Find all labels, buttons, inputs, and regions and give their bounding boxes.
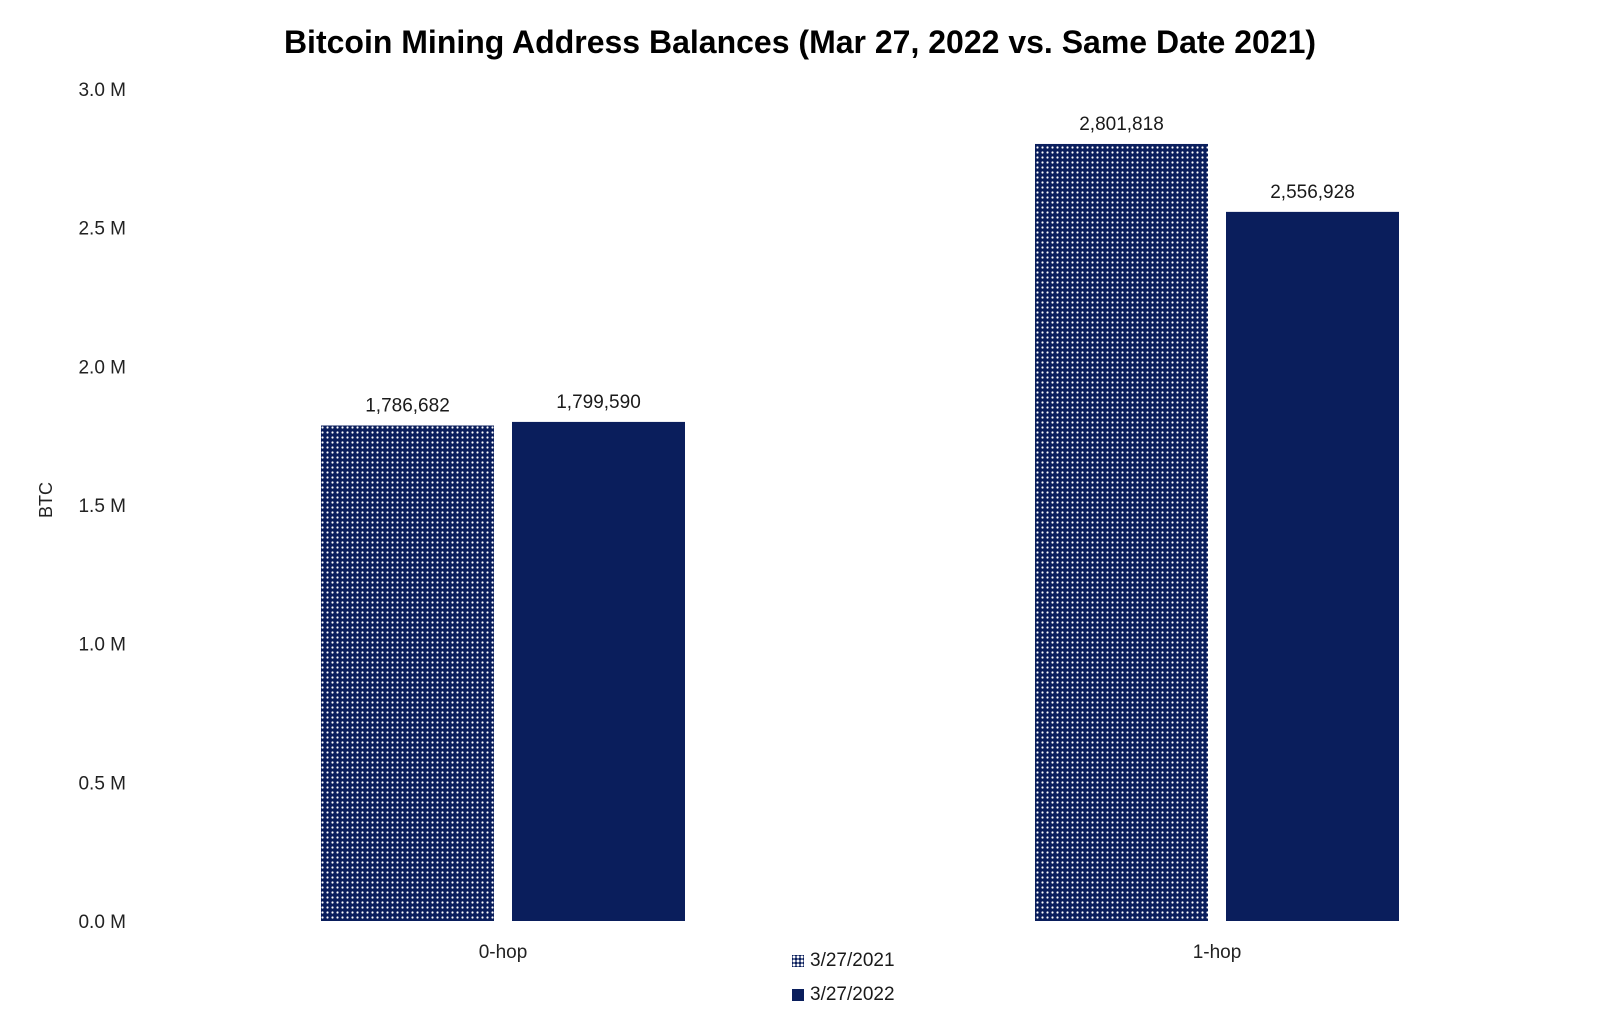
data-label: 2,801,818 [1079, 114, 1164, 135]
x-category-label: 1-hop [1193, 942, 1242, 963]
data-label: 1,786,682 [365, 395, 450, 416]
legend-item-2021: 3/27/2021 [792, 944, 895, 978]
legend-item-2022: 3/27/2022 [792, 978, 895, 1012]
data-labels: 1,786,682 1,799,590 2,801,818 2,556,928 [365, 114, 1355, 417]
y-tick-label: 1.5 M [78, 496, 126, 517]
bar-1-hop-3/27/2021 [1035, 143, 1208, 922]
bars [321, 143, 1399, 922]
data-label: 2,556,928 [1270, 182, 1355, 203]
legend-label: 3/27/2022 [810, 984, 895, 1005]
data-label: 1,799,590 [556, 392, 641, 413]
bar-0-hop-3/27/2021 [321, 425, 494, 921]
y-tick-label: 0.0 M [78, 912, 126, 933]
legend-swatch-solid [792, 989, 804, 1001]
y-tick-label: 2.5 M [78, 219, 126, 240]
legend: 3/27/2021 3/27/2022 [792, 944, 895, 1012]
bar-1-hop-3/27/2022 [1226, 211, 1399, 921]
x-category-label: 0-hop [479, 942, 528, 963]
y-tick-label: 3.0 M [78, 80, 126, 101]
chart-title: Bitcoin Mining Address Balances (Mar 27,… [283, 24, 1317, 60]
category-labels: 0-hop 1-hop [479, 942, 1242, 963]
y-tick-label: 0.5 M [78, 773, 126, 794]
y-axis-ticks: 0.0 M 0.5 M 1.0 M 1.5 M 2.0 M 2.5 M 3.0 M [78, 80, 126, 933]
y-tick-label: 1.0 M [78, 635, 126, 656]
legend-label: 3/27/2021 [810, 950, 895, 971]
y-tick-label: 2.0 M [78, 357, 126, 378]
legend-swatch-dotted [792, 955, 804, 967]
bar-0-hop-3/27/2022 [512, 421, 685, 921]
